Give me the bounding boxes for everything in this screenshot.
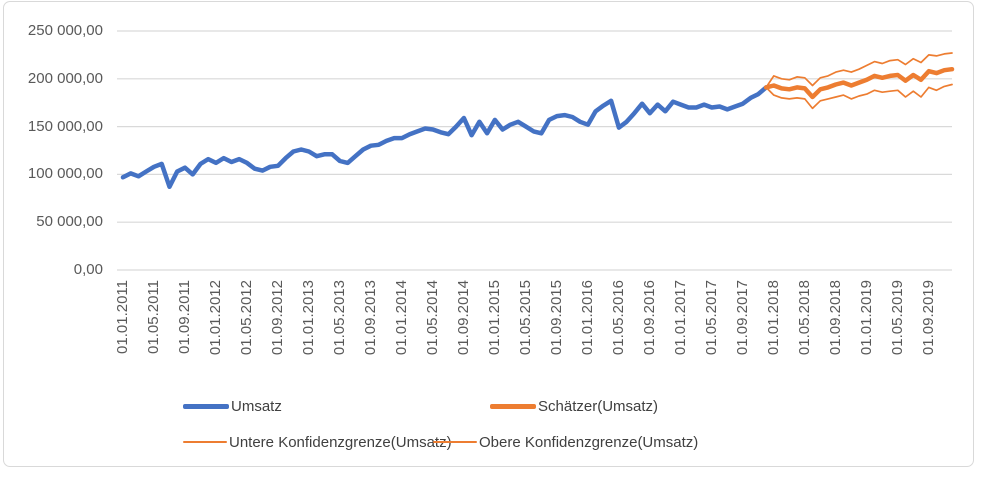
x-axis-tick-label: 01.01.2019 [857,280,875,356]
x-axis-tick-label: 01.05.2011 [144,280,162,354]
x-axis-tick-label: 01.01.2018 [764,280,782,356]
y-axis-tick-label: 50 000,00 [36,213,103,231]
x-axis-tick-label: 01.05.2014 [423,280,441,356]
legend-line-swatch-schaetzer [490,403,536,409]
x-axis-tick-label: 01.09.2017 [733,280,751,356]
x-axis-tick-label: 01.05.2019 [888,280,906,356]
x-axis-tick-label: 01.09.2019 [919,280,937,356]
x-axis-tick-label: 01.01.2015 [485,280,503,356]
series-line-obere-konfidenzgrenze-umsatz [765,52,953,89]
y-axis-tick-label: 250 000,00 [27,22,103,39]
legend-item-schaetzer: Schätzer(Umsatz) [490,396,658,416]
y-axis-tick-label: 200 000,00 [27,69,103,87]
legend-line-swatch-untere [183,441,227,443]
x-axis-tick-label: 01.01.2013 [299,280,317,356]
y-axis-tick-label: 0,00 [73,261,103,278]
x-axis-tick-label: 01.05.2015 [516,280,534,356]
x-axis-tick-label: 01.01.2017 [671,280,689,356]
x-axis-tick-label: 01.05.2012 [237,280,255,356]
legend-label-untere: Untere Konfidenzgrenze(Umsatz) [229,433,452,451]
x-axis-tick-label: 01.09.2012 [268,280,286,356]
legend-label-schaetzer: Schätzer(Umsatz) [538,397,659,415]
x-axis-tick-label: 01.01.2012 [206,280,224,356]
series-line-untere-konfidenzgrenze-umsatz [765,83,953,110]
x-axis-tick-label: 01.09.2016 [640,280,658,356]
legend-label-umsatz: Umsatz [231,397,282,415]
legend-item-obere-konfidenzgrenze: Obere Konfidenzgrenze(Umsatz) [433,432,698,452]
legend-label-obere: Obere Konfidenzgrenze(Umsatz) [479,433,699,451]
x-axis-tick-label: 01.09.2015 [547,280,565,356]
x-axis-tick-label: 01.05.2016 [609,280,627,356]
series-line-umsatz [120,85,769,190]
series-line-sch-tzer-umsatz [763,66,955,100]
y-axis-tick-label: 100 000,00 [27,165,103,183]
x-axis-tick-label: 01.01.2014 [392,280,410,356]
x-axis-tick-label: 01.05.2018 [795,280,813,356]
x-axis-tick-label: 01.09.2014 [454,280,472,356]
x-axis-tick-label: 01.05.2013 [330,280,348,356]
x-axis-tick-label: 01.01.2016 [578,280,596,356]
y-axis-tick-label: 150 000,00 [27,117,103,135]
legend-item-untere-konfidenzgrenze: Untere Konfidenzgrenze(Umsatz) [183,432,452,452]
x-axis-tick-label: 01.05.2017 [702,280,720,356]
x-axis-tick-label: 01.09.2011 [175,280,193,354]
x-axis-tick-label: 01.09.2013 [361,280,379,356]
x-axis-tick-label: 01.01.2011 [114,280,131,354]
legend-item-umsatz: Umsatz [183,396,282,416]
x-axis-tick-label: 01.09.2018 [826,280,844,356]
legend-line-swatch-obere [433,441,477,443]
legend-line-swatch-umsatz [183,403,229,409]
